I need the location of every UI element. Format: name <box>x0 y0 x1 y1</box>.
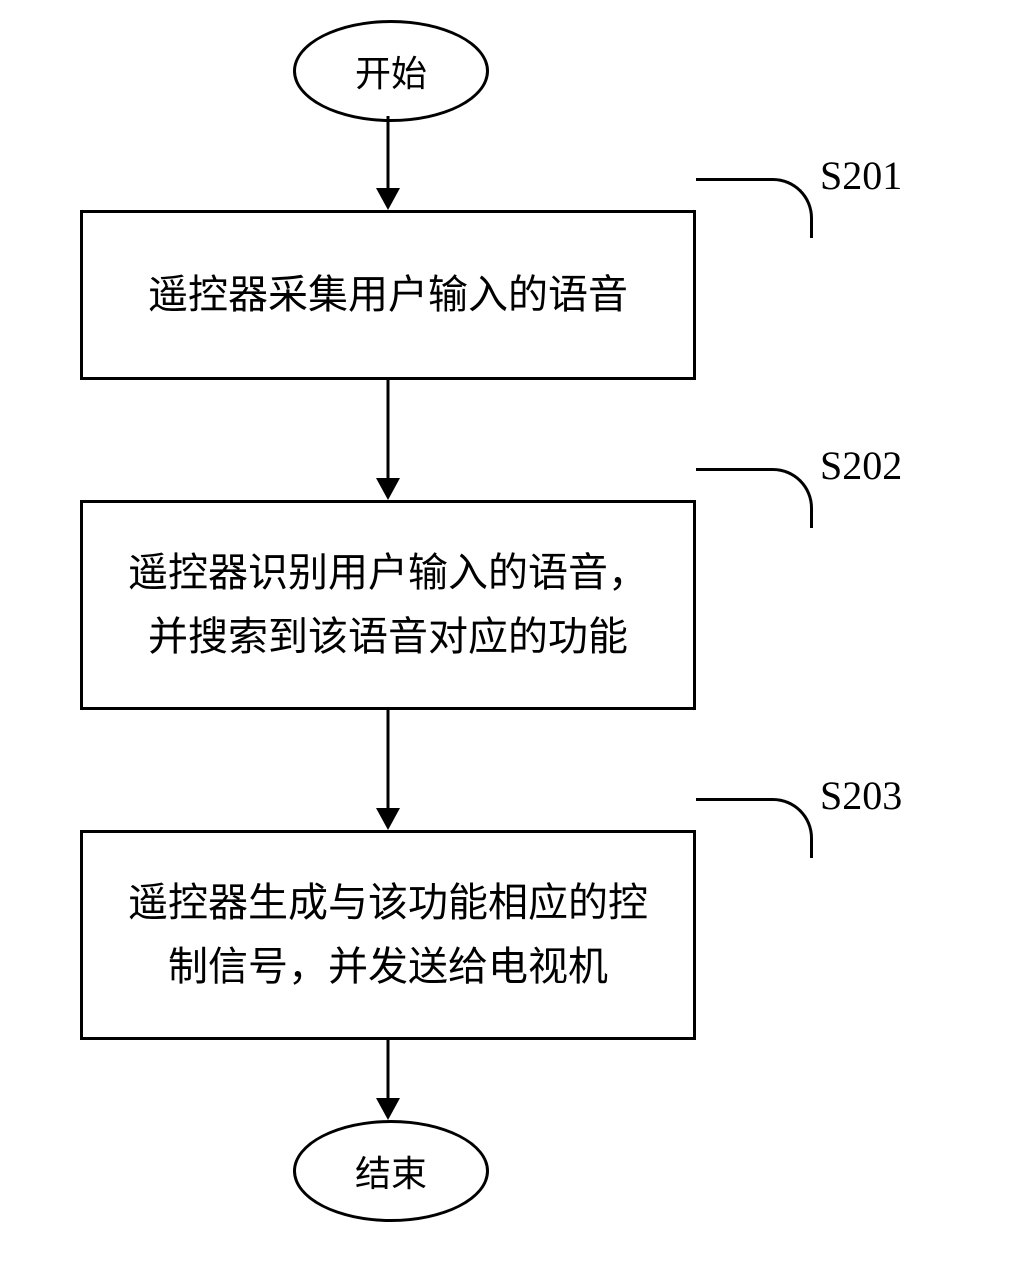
end-terminator: 结束 <box>293 1120 489 1222</box>
process-s203-text: 遥控器生成与该功能相应的控制信号，并发送给电视机 <box>128 871 648 999</box>
process-s202-text: 遥控器识别用户输入的语音，并搜索到该语音对应的功能 <box>128 541 648 669</box>
end-label: 结束 <box>355 1145 427 1197</box>
label-s202: S202 <box>820 442 902 489</box>
arrow-line <box>387 1040 390 1098</box>
arrow-head <box>376 1098 400 1120</box>
arrow-line <box>387 710 390 808</box>
leader-s201 <box>696 178 813 238</box>
arrow-head <box>376 478 400 500</box>
flowchart-canvas: 开始 遥控器采集用户输入的语音 S201 遥控器识别用户输入的语音，并搜索到该语… <box>0 0 1035 1275</box>
leader-s203 <box>696 798 813 858</box>
arrow-head <box>376 188 400 210</box>
process-s201: 遥控器采集用户输入的语音 <box>80 210 696 380</box>
arrow-line <box>387 116 390 188</box>
leader-s202 <box>696 468 813 528</box>
arrow-line <box>387 380 390 478</box>
process-s203: 遥控器生成与该功能相应的控制信号，并发送给电视机 <box>80 830 696 1040</box>
process-s201-text: 遥控器采集用户输入的语音 <box>148 263 628 327</box>
arrow-head <box>376 808 400 830</box>
start-label: 开始 <box>355 45 427 97</box>
start-terminator: 开始 <box>293 20 489 122</box>
label-s203: S203 <box>820 772 902 819</box>
process-s202: 遥控器识别用户输入的语音，并搜索到该语音对应的功能 <box>80 500 696 710</box>
label-s201: S201 <box>820 152 902 199</box>
